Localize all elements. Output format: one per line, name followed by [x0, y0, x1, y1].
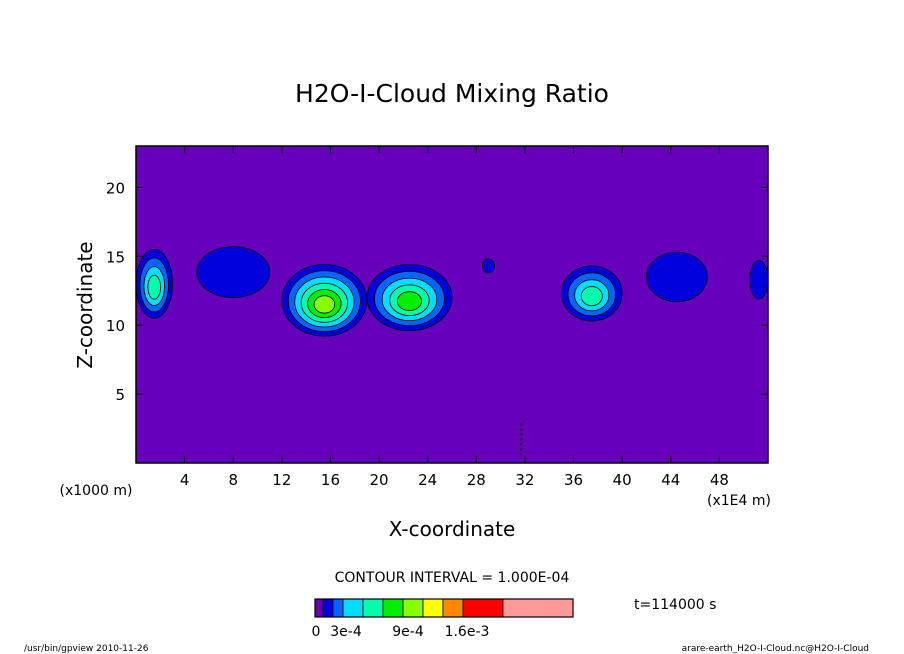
x-tick-label: 20: [370, 471, 389, 489]
x-axis-ticks: 4 8 12 16 20 24 28 32 36 40 44 48: [180, 146, 729, 489]
x-tick-label: 28: [467, 471, 486, 489]
colorbar-swatch: [382, 598, 404, 618]
chart-title: H2O-I-Cloud Mixing Ratio: [295, 79, 609, 108]
cloud-4: [366, 264, 453, 332]
cloud-contours: [135, 246, 769, 337]
y-axis-ticks: 5 10 15 20: [106, 179, 768, 404]
contour-level-1: [196, 246, 271, 299]
time-label: t=114000 s: [634, 597, 716, 613]
contour-level-4: [147, 274, 161, 300]
colorbar-swatch: [342, 598, 364, 618]
contour-level-4: [580, 286, 603, 307]
y-tick-label: 15: [106, 248, 125, 266]
colorbar-swatch: [362, 598, 384, 618]
plot-frame: [135, 145, 769, 464]
colorbar-swatch: [402, 598, 424, 618]
footer-right: arare-earth_H2O-I-Cloud.nc@H2O-I-Cloud: [682, 644, 869, 654]
y-axis-label: Z-coordinate: [73, 241, 97, 368]
contour-level-1: [646, 251, 708, 303]
x-unit-left: (x1000 m): [60, 483, 133, 499]
colorbar-swatch: [332, 598, 344, 618]
contour-interval: CONTOUR INTERVAL = 1.000E-04: [335, 570, 570, 586]
colorbar-swatch: [314, 598, 324, 618]
cloud-3: [281, 264, 368, 337]
x-tick-label: 8: [228, 471, 238, 489]
x-axis-label: X-coordinate: [389, 517, 516, 541]
colorbar-tick-label: 0: [312, 624, 321, 640]
colorbar-swatch: [322, 598, 334, 618]
x-unit-right: (x1E4 m): [707, 493, 771, 509]
colorbar-frame: [314, 598, 574, 618]
x-tick-label: 44: [661, 471, 680, 489]
colorbar-swatch: [442, 598, 464, 618]
colorbar-swatch: [422, 598, 444, 618]
x-tick-label: 36: [564, 471, 583, 489]
colorbar-tick-label: 3e-4: [330, 624, 362, 640]
cloud-2: [196, 246, 271, 299]
x-tick-label: 4: [180, 471, 190, 489]
cloud-5: [481, 258, 495, 274]
x-tick-label: 24: [418, 471, 437, 489]
x-tick-label: 16: [321, 471, 340, 489]
colorbar: [314, 598, 574, 618]
cloud-1: [135, 248, 173, 319]
y-tick-label: 20: [106, 179, 125, 197]
colorbar-tick-label: 9e-4: [392, 624, 424, 640]
cloud-6: [560, 265, 623, 322]
y-tick-label: 10: [106, 317, 125, 335]
contour-level-1: [481, 258, 495, 274]
x-tick-label: 32: [515, 471, 534, 489]
x-tick-label: 40: [613, 471, 632, 489]
plot-background: [136, 146, 768, 463]
contour-level-1: [749, 259, 769, 300]
cloud-7: [646, 251, 708, 303]
x-tick-label: 12: [272, 471, 291, 489]
colorbar-tick-label: 1.6e-3: [445, 624, 490, 640]
contour-level-5: [396, 291, 423, 312]
cloud-8: [749, 259, 769, 300]
colorbar-swatch: [502, 598, 574, 618]
x-tick-label: 48: [710, 471, 729, 489]
colorbar-tick-labels: 0 3e-4 9e-4 1.6e-3: [312, 624, 490, 640]
contour-level-6: [313, 295, 336, 314]
y-tick-label: 5: [115, 386, 125, 404]
colorbar-swatch: [462, 598, 504, 618]
plot-area: [135, 145, 769, 464]
footer-left: /usr/bin/gpview 2010-11-26: [24, 644, 149, 654]
